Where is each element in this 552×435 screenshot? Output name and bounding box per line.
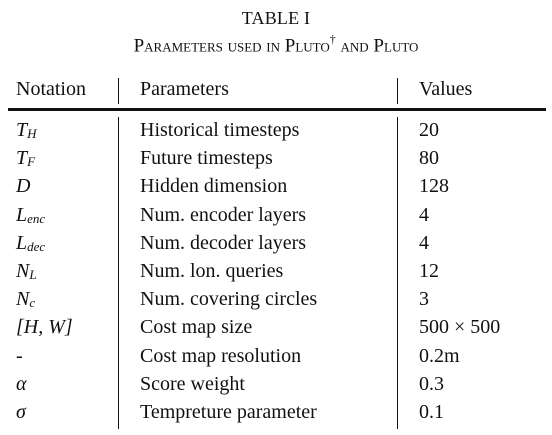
notation-symbol: -: [16, 345, 23, 367]
cell-value: 12: [419, 260, 439, 282]
notation-symbol: T: [16, 119, 28, 141]
dagger-mark: †: [329, 32, 336, 46]
notation-symbol: T: [16, 147, 28, 169]
notation-subscript: c: [29, 295, 36, 310]
cell-notation: TH: [16, 118, 37, 144]
column-divider-body-1: [118, 117, 119, 429]
notation-subscript: enc: [27, 211, 46, 226]
cell-parameter: Cost map size: [140, 316, 253, 338]
notation-symbol: α: [16, 373, 27, 395]
notation-symbol: σ: [16, 401, 26, 423]
cell-notation: α: [16, 372, 27, 396]
table-title-tail: and Pluto: [335, 35, 419, 57]
header-notation: Notation: [16, 78, 86, 100]
cell-parameter: Num. covering circles: [140, 288, 318, 310]
cell-value: 128: [419, 175, 449, 197]
cell-parameter: Cost map resolution: [140, 345, 302, 367]
notation-subscript: F: [27, 154, 36, 169]
cell-parameter: Tempreture parameter: [140, 401, 317, 423]
notation-symbol: L: [16, 204, 28, 226]
notation-subscript: dec: [27, 239, 46, 254]
notation-symbol: L: [16, 232, 28, 254]
cell-notation: Lenc: [16, 203, 45, 229]
cell-parameter: Historical timesteps: [140, 119, 300, 141]
cell-notation: -: [16, 344, 23, 368]
notation-symbol: N: [16, 288, 30, 310]
notation-subscript: L: [29, 267, 37, 282]
cell-notation: TF: [16, 146, 35, 172]
cell-notation: [H, W]: [16, 315, 73, 339]
cell-value: 0.3: [419, 373, 444, 395]
cell-value: 0.1: [419, 401, 444, 423]
cell-parameter: Future timesteps: [140, 147, 273, 169]
header-rule: [8, 108, 546, 111]
table-label: TABLE I: [241, 8, 311, 28]
cell-parameter: Num. encoder layers: [140, 204, 307, 226]
cell-parameter: Num. decoder layers: [140, 232, 307, 254]
cell-value: 20: [419, 119, 439, 141]
column-divider-header-1: [118, 78, 119, 104]
notation-symbol: D: [16, 175, 31, 197]
cell-notation: Nc: [16, 287, 35, 313]
cell-notation: D: [16, 174, 30, 198]
cell-notation: NL: [16, 259, 37, 285]
column-divider-body-2: [397, 117, 398, 429]
cell-value: 80: [419, 147, 439, 169]
header-parameters: Parameters: [140, 78, 229, 100]
notation-symbol: [H, W]: [16, 316, 73, 338]
notation-subscript: H: [27, 126, 37, 141]
cell-parameter: Num. lon. queries: [140, 260, 284, 282]
table-title-main: Parameters used in Pluto: [133, 35, 330, 57]
cell-notation: σ: [16, 400, 26, 424]
cell-value: 0.2m: [419, 345, 460, 367]
cell-parameter: Score weight: [140, 373, 245, 395]
header-values: Values: [419, 78, 473, 100]
cell-value: 500 × 500: [419, 316, 501, 338]
cell-value: 4: [419, 232, 429, 254]
cell-notation: Ldec: [16, 231, 45, 257]
cell-value: 3: [419, 288, 429, 310]
cell-value: 4: [419, 204, 429, 226]
table-title: Parameters used in Pluto† and Pluto: [0, 32, 552, 57]
cell-parameter: Hidden dimension: [140, 175, 288, 197]
notation-symbol: N: [16, 260, 30, 282]
column-divider-header-2: [397, 78, 398, 104]
